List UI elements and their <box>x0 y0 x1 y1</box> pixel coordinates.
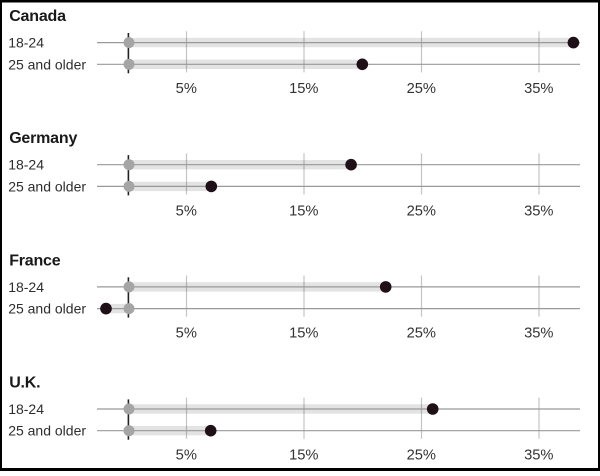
svg-text:15%: 15% <box>289 81 318 97</box>
svg-text:18-24: 18-24 <box>8 279 44 295</box>
svg-text:5%: 5% <box>176 203 197 219</box>
svg-text:18-24: 18-24 <box>8 35 44 51</box>
svg-text:25%: 25% <box>407 326 436 342</box>
svg-text:25%: 25% <box>407 448 436 464</box>
svg-text:France: France <box>9 252 61 269</box>
svg-text:15%: 15% <box>289 326 318 342</box>
svg-text:25%: 25% <box>407 81 436 97</box>
svg-text:35%: 35% <box>524 448 553 464</box>
svg-text:25%: 25% <box>407 203 436 219</box>
svg-text:5%: 5% <box>176 326 197 342</box>
svg-text:Canada: Canada <box>9 8 66 25</box>
svg-text:35%: 35% <box>524 326 553 342</box>
svg-text:35%: 35% <box>524 81 553 97</box>
svg-text:18-24: 18-24 <box>8 157 44 173</box>
svg-text:25 and older: 25 and older <box>8 423 86 439</box>
svg-text:25 and older: 25 and older <box>8 56 86 72</box>
svg-text:18-24: 18-24 <box>8 401 44 417</box>
svg-text:15%: 15% <box>289 448 318 464</box>
svg-text:Germany: Germany <box>9 130 77 147</box>
svg-text:5%: 5% <box>176 448 197 464</box>
svg-text:15%: 15% <box>289 203 318 219</box>
svg-text:25 and older: 25 and older <box>8 301 86 317</box>
svg-text:35%: 35% <box>524 203 553 219</box>
svg-text:5%: 5% <box>176 81 197 97</box>
svg-text:U.K.: U.K. <box>9 375 40 392</box>
svg-text:25 and older: 25 and older <box>8 178 86 194</box>
